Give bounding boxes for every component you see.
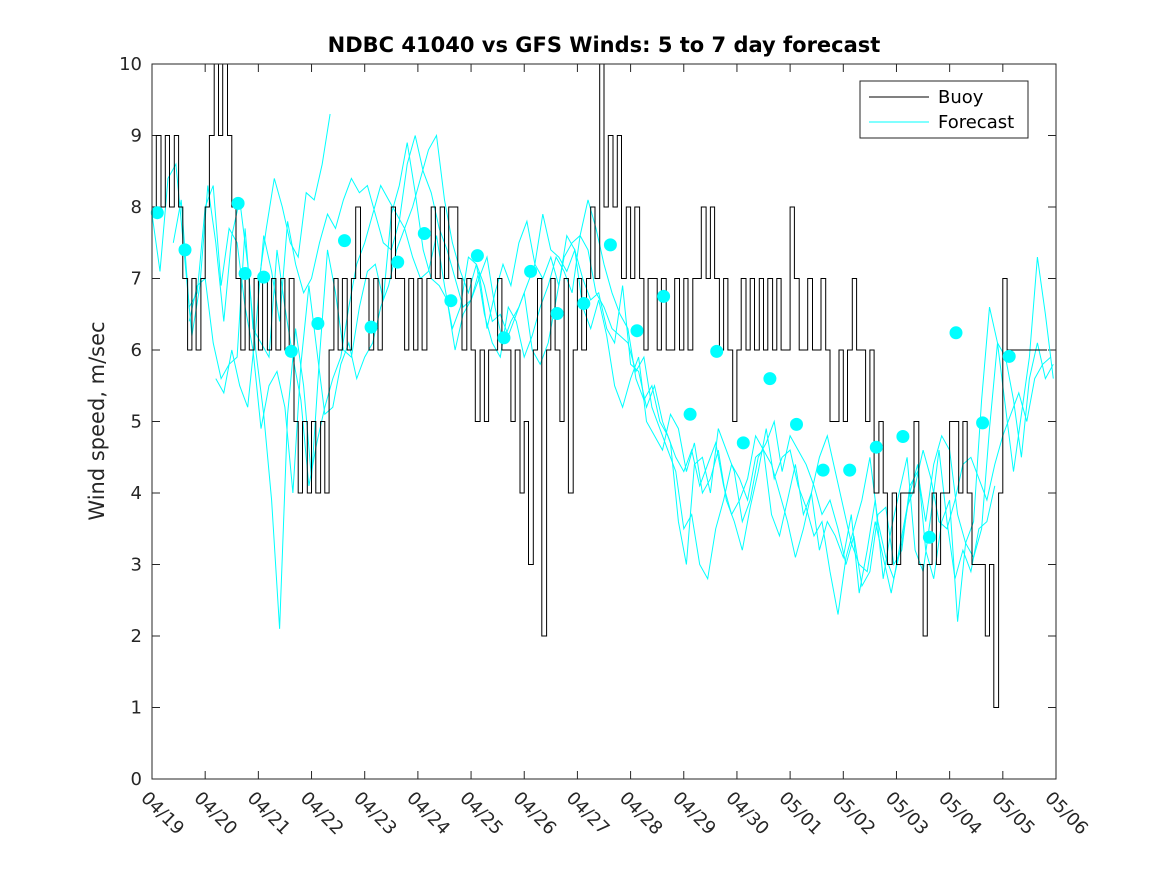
buoy-series — [152, 63, 1047, 708]
forecast-run-line — [151, 142, 1054, 629]
legend-forecast-label: Forecast — [938, 112, 1014, 133]
y-tick-label: 10 — [119, 54, 142, 75]
forecast-marker — [311, 317, 325, 330]
y-tick-label: 5 — [131, 412, 142, 433]
y-tick-label: 1 — [131, 698, 142, 719]
y-tick-label: 8 — [131, 197, 142, 218]
forecast-marker — [338, 234, 351, 248]
forecast-marker — [577, 297, 591, 310]
y-tick-label: 4 — [131, 483, 142, 504]
plot-frame — [151, 63, 1057, 780]
forecast-marker — [524, 264, 538, 278]
forecast-marker — [816, 463, 830, 477]
y-tick-label: 2 — [131, 626, 142, 647]
forecast-marker — [470, 249, 484, 263]
forecast-marker — [444, 294, 458, 308]
buoy-line — [152, 63, 1047, 708]
y-tick-label: 6 — [131, 340, 142, 361]
forecast-marker — [657, 289, 671, 303]
legend: Buoy Forecast — [859, 80, 1029, 139]
forecast-marker — [364, 320, 378, 334]
forecast-marker — [896, 430, 910, 443]
forecast-marker — [683, 407, 697, 421]
forecast-marker — [869, 440, 883, 454]
y-tick-label: 7 — [131, 269, 142, 290]
chart-title: NDBC 41040 vs GFS Winds: 5 to 7 day fore… — [328, 33, 881, 57]
forecast-marker — [238, 267, 252, 280]
forecast-marker — [736, 436, 750, 450]
y-tick-label: 0 — [131, 769, 142, 790]
forecast-run-line — [172, 133, 1052, 594]
forecast-marker — [284, 344, 298, 358]
forecast-marker — [417, 227, 431, 240]
forecast-marker — [790, 417, 803, 431]
legend-box — [859, 80, 1029, 139]
forecast-marker — [949, 326, 963, 340]
forecast-marker — [1002, 349, 1016, 363]
forecast-markers — [150, 196, 1016, 544]
forecast-marker — [603, 238, 617, 252]
forecast-marker — [257, 270, 271, 284]
forecast-run-line — [257, 113, 331, 286]
legend-buoy-label: Buoy — [938, 87, 984, 108]
forecast-marker — [150, 206, 164, 220]
forecast-run-line — [188, 184, 996, 594]
forecast-marker — [550, 307, 564, 320]
forecast-marker — [976, 416, 990, 430]
y-tick-label: 9 — [131, 126, 142, 147]
forecast-marker — [630, 324, 644, 338]
forecast-marker — [391, 255, 405, 269]
forecast-marker — [178, 243, 192, 257]
forecast-marker — [843, 463, 857, 477]
forecast-marker — [763, 372, 777, 386]
y-tick-label: 3 — [131, 555, 142, 576]
forecast-series — [151, 113, 1054, 629]
forecast-marker — [231, 196, 245, 210]
forecast-marker — [497, 331, 511, 345]
forecast-marker — [922, 530, 936, 544]
forecast-marker — [710, 344, 724, 358]
y-tick-labels: 0 1 2 3 4 5 6 7 8 9 10 — [119, 54, 142, 790]
y-axis-label: Wind speed, m/sec — [85, 321, 109, 520]
